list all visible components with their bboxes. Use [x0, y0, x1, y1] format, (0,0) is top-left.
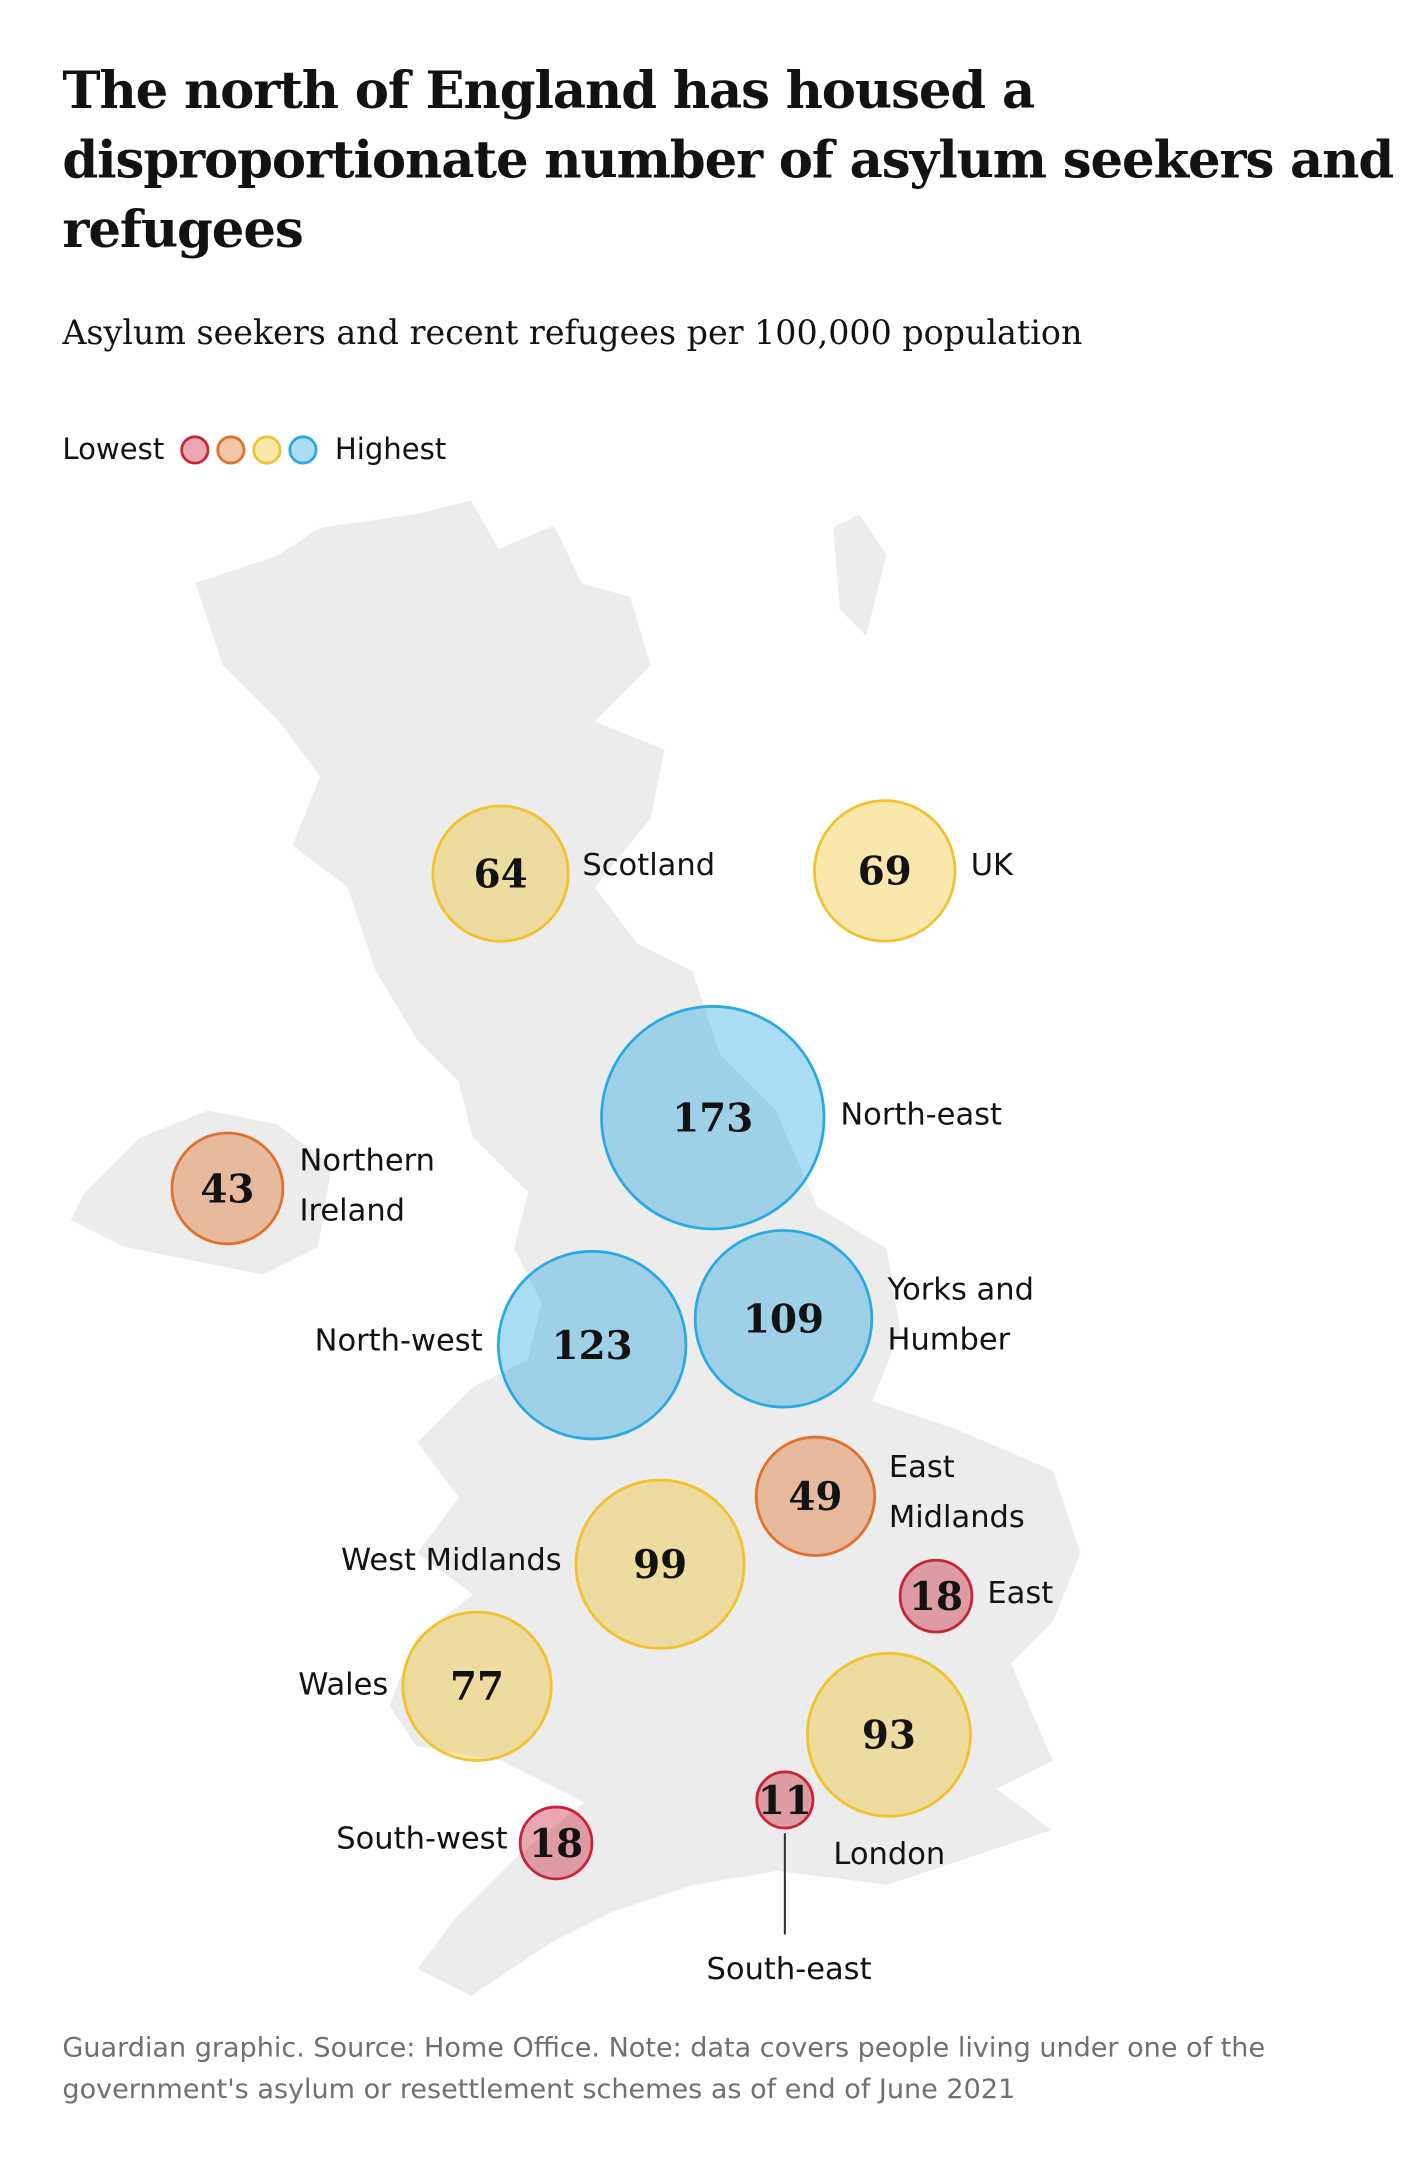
region-label: North-west — [314, 1324, 483, 1359]
bubble — [754, 1435, 876, 1557]
value-label: 99 — [633, 1543, 687, 1588]
bubble — [401, 1610, 553, 1762]
region-label: Wales — [298, 1668, 389, 1703]
subtitle: Asylum seekers and recent refugees per 1… — [62, 313, 1083, 353]
region-label: Yorks and Humber — [887, 1273, 1034, 1358]
value-label: 69 — [858, 850, 912, 895]
northern-isles — [830, 511, 889, 640]
value-label: 109 — [743, 1298, 824, 1343]
title: The north of England has housed a dispro… — [62, 59, 1394, 260]
value-label: 18 — [529, 1822, 583, 1867]
value-label: 93 — [862, 1714, 916, 1759]
source: Guardian graphic. Source: Home Office. N… — [62, 2031, 1266, 2106]
region-label: Scotland — [582, 848, 716, 884]
value-label: 11 — [758, 1779, 812, 1824]
bubble — [693, 1229, 874, 1409]
bubble — [898, 1558, 974, 1634]
bubble — [496, 1249, 688, 1441]
region-label: East Midlands — [888, 1450, 1025, 1536]
value-label: 123 — [552, 1324, 633, 1369]
value-label: 43 — [200, 1167, 254, 1212]
region-label: West Midlands — [340, 1543, 562, 1579]
value-label: 18 — [909, 1575, 963, 1620]
legend: Lowest Highest — [62, 433, 446, 466]
value-label: 64 — [474, 853, 528, 898]
value-label: 49 — [788, 1475, 842, 1520]
bubble — [574, 1478, 746, 1650]
legend-swatch — [216, 434, 247, 464]
region-label: East — [987, 1576, 1054, 1612]
region-label: UK — [970, 848, 1014, 884]
region-label: South-west — [336, 1822, 508, 1857]
value-label: 77 — [450, 1665, 504, 1710]
bubble — [813, 799, 957, 943]
legend-low: Lowest — [62, 432, 165, 466]
region-label: London — [833, 1837, 946, 1873]
legend-swatches — [180, 434, 319, 464]
region-label: North-east — [840, 1098, 1003, 1133]
great-britain — [192, 498, 1083, 1999]
bubble — [431, 804, 570, 943]
bubble — [805, 1651, 972, 1818]
legend-swatch — [253, 434, 283, 464]
bubble — [518, 1805, 594, 1881]
bubble — [600, 1005, 826, 1231]
value-label: 173 — [672, 1097, 753, 1142]
legend-high: Highest — [334, 432, 447, 466]
region-label: Northern Ireland — [299, 1144, 435, 1229]
region-label: South-east — [706, 1952, 872, 1988]
bubble — [755, 1770, 815, 1830]
legend-swatch — [289, 434, 319, 464]
bubble — [170, 1131, 285, 1246]
legend-swatch — [180, 434, 211, 464]
